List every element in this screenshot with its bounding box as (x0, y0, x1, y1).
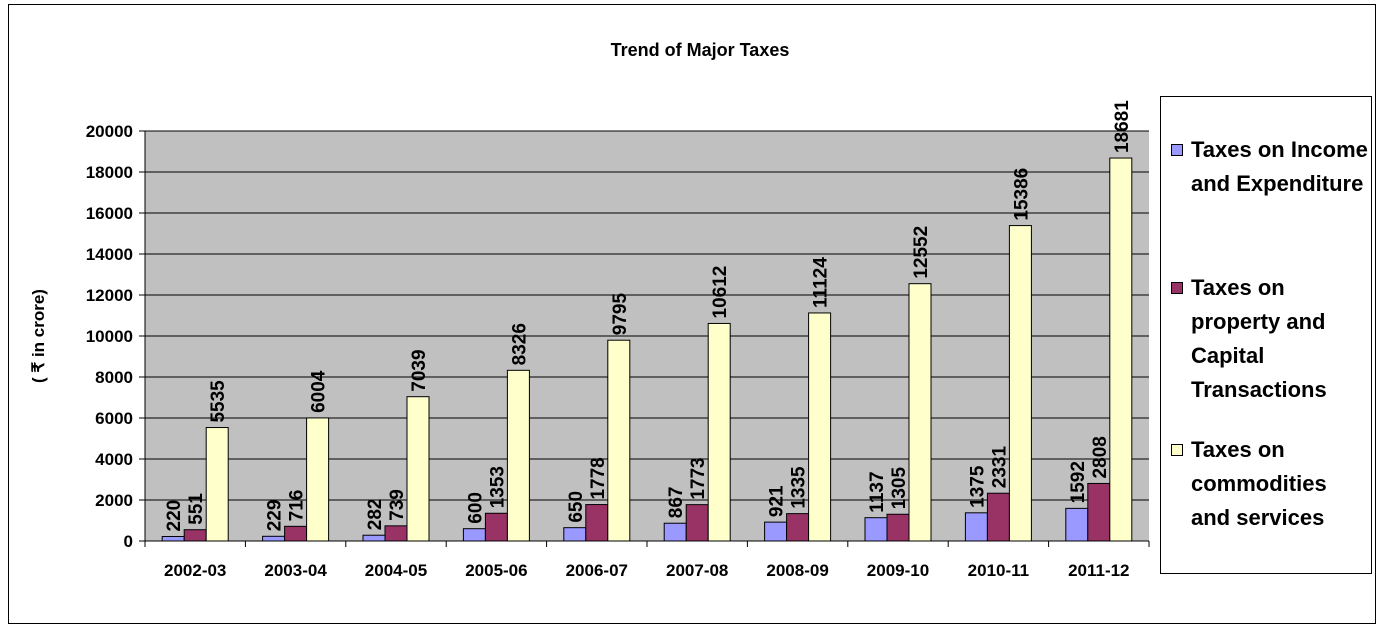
y-tick-label: 0 (124, 532, 133, 551)
data-label: 2331 (989, 446, 1010, 489)
x-tick-label: 2006-07 (566, 561, 628, 580)
data-label: 10612 (710, 266, 731, 319)
y-tick-label: 12000 (86, 286, 133, 305)
data-label: 921 (767, 485, 788, 517)
bar (663, 522, 687, 542)
bar (964, 512, 988, 542)
bar (362, 534, 386, 542)
legend-item-income-expenditure: Taxes on Income and Expenditure (1171, 133, 1369, 201)
y-tick-label: 14000 (86, 245, 133, 264)
y-tick-label: 18000 (86, 163, 133, 182)
y-tick-label: 10000 (86, 327, 133, 346)
data-label: 2808 (1090, 436, 1111, 478)
legend-swatch-income-expenditure (1171, 144, 1183, 156)
data-label: 1773 (688, 457, 709, 499)
y-tick-label: 8000 (95, 368, 133, 387)
data-label: 650 (566, 491, 587, 523)
bar (262, 535, 286, 542)
data-label: 1353 (487, 466, 508, 508)
bar (585, 504, 609, 542)
legend-swatch-property-capital (1171, 282, 1183, 294)
legend-label: Taxes on commodities and services (1191, 437, 1327, 530)
y-tick-label: 16000 (86, 204, 133, 223)
bar (384, 525, 408, 542)
x-tick-label: 2004-05 (365, 561, 427, 580)
bar (506, 369, 530, 542)
data-label: 867 (666, 487, 687, 519)
bar (886, 513, 910, 542)
legend-item-commodities-services: Taxes on commodities and services (1171, 433, 1369, 535)
bar (306, 417, 330, 542)
bar (1087, 482, 1111, 542)
data-label: 9795 (610, 293, 631, 336)
data-label: 18681 (1112, 100, 1133, 153)
bar (462, 528, 486, 542)
data-label: 1375 (967, 465, 988, 508)
bar (1065, 507, 1089, 542)
bar (607, 339, 631, 542)
bar (685, 504, 709, 542)
bar (986, 492, 1010, 542)
bar (484, 512, 508, 542)
x-tick-label: 2003-04 (264, 561, 327, 580)
data-label: 220 (164, 500, 185, 532)
y-tick-label: 4000 (95, 450, 133, 469)
data-label: 6004 (309, 370, 330, 413)
data-label: 1335 (789, 466, 810, 509)
bar (406, 396, 430, 542)
bar (864, 517, 888, 542)
data-label: 229 (265, 500, 286, 532)
y-axis-label: ( ₹ in crore) (29, 289, 48, 383)
bar (563, 527, 587, 542)
data-label: 739 (387, 489, 408, 521)
bar (1008, 225, 1032, 542)
chart-legend: Taxes on Income and Expenditure Taxes on… (1160, 96, 1372, 574)
bar (183, 529, 207, 542)
data-label: 1778 (588, 457, 609, 499)
x-tick-label: 2007-08 (666, 561, 728, 580)
chart-title: Trend of Major Taxes (610, 40, 790, 60)
data-label: 282 (365, 499, 386, 531)
legend-swatch-commodities-services (1171, 444, 1183, 456)
data-label: 600 (465, 492, 486, 524)
x-tick-label: 2009-10 (867, 561, 929, 580)
bar (786, 513, 810, 542)
bar (284, 525, 308, 542)
y-tick-label: 6000 (95, 409, 133, 428)
bar (764, 521, 788, 542)
legend-item-property-capital: Taxes on property and Capital Transactio… (1171, 271, 1369, 407)
x-tick-label: 2002-03 (164, 561, 226, 580)
legend-label: Taxes on property and Capital Transactio… (1191, 275, 1327, 402)
x-tick-label: 2010-11 (968, 561, 1029, 580)
y-tick-label: 2000 (95, 491, 133, 510)
data-label: 5535 (208, 380, 229, 423)
data-label: 1137 (867, 471, 888, 512)
bar (161, 535, 185, 542)
data-label: 716 (287, 490, 308, 522)
data-label: 1305 (889, 467, 910, 510)
data-label: 1592 (1068, 461, 1089, 503)
data-label: 11124 (811, 257, 832, 308)
y-tick-label: 20000 (86, 122, 133, 141)
data-label: 12552 (911, 226, 932, 279)
data-label: 551 (186, 493, 207, 525)
x-tick-label: 2005-06 (465, 561, 527, 580)
data-label: 8326 (509, 323, 530, 365)
bar (707, 322, 731, 542)
x-tick-label: 2008-09 (766, 561, 828, 580)
data-label: 7039 (409, 349, 430, 391)
bar (808, 312, 832, 542)
bar (908, 283, 932, 542)
bar (1109, 157, 1133, 542)
data-label: 15386 (1011, 168, 1032, 221)
x-tick-label: 2011-12 (1068, 561, 1129, 580)
chart-plot: 0 2000 4000 6000 8000 10000 12000 14000 16000 180… (29, 100, 1150, 580)
bar (205, 427, 229, 542)
legend-label: Taxes on Income and Expenditure (1191, 137, 1368, 196)
